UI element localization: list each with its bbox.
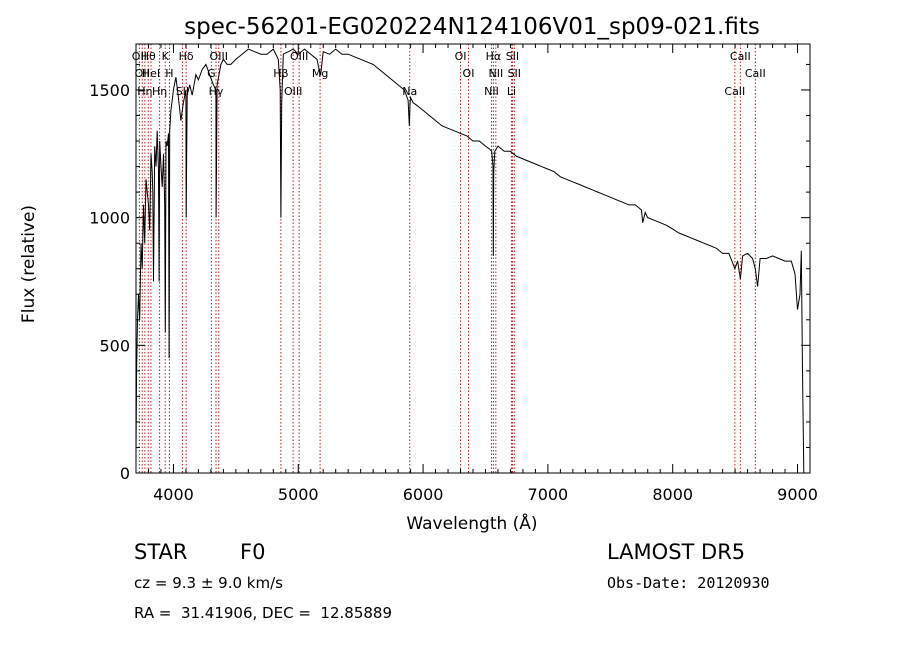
line-label: OI (463, 67, 475, 80)
line-label: SII (508, 67, 521, 80)
x-axis-label: Wavelength (Å) (406, 512, 537, 534)
y-axis-label: Flux (relative) (19, 205, 39, 323)
line-label: Hδ (179, 50, 194, 63)
x-tick-label: 7000 (528, 485, 569, 504)
line-label: OIII (290, 50, 308, 63)
coordinates: RA = 31.41906, DEC = 12.85889 (134, 604, 393, 622)
line-label: Hα (486, 50, 502, 63)
line-label: G (207, 67, 216, 80)
object-class: STAR (134, 540, 188, 564)
line-label: OII (135, 67, 150, 80)
line-label: CaII (724, 85, 745, 98)
y-axis: 0 500 1000 1500 (89, 63, 810, 483)
line-label: HeI (142, 67, 160, 80)
x-tick-label: 5000 (278, 485, 319, 504)
line-label: H (165, 67, 173, 80)
spectral-line-markers (138, 44, 756, 473)
line-label: K (162, 50, 170, 63)
x-axis: 4000 5000 6000 7000 8000 9000 (147, 44, 818, 504)
line-label: NII (488, 67, 503, 80)
plot-frame (135, 43, 811, 474)
x-tick-label: 4000 (153, 485, 194, 504)
line-label: Hη (137, 85, 152, 98)
redshift-info: cz = 9.3 ± 9.0 km/s (134, 574, 283, 592)
y-tick-label: 0 (120, 464, 130, 483)
x-tick-label: 6000 (403, 485, 444, 504)
observation-date: Obs-Date: 20120930 (607, 574, 770, 592)
chart-title: spec-56201-EG020224N124106V01_sp09-021.f… (184, 14, 760, 40)
line-label: Hθ (141, 50, 156, 63)
line-label: CaII (730, 50, 751, 63)
y-tick-label: 1500 (89, 81, 130, 100)
line-label: Li (507, 85, 516, 98)
line-label: Hβ (273, 67, 288, 80)
object-subclass: F0 (240, 540, 266, 564)
line-label: CaII (745, 67, 766, 80)
spectral-line-labels: OIIOIIHηHθHeIHηKHSIIHδGHγOIIIHβOIIIOIIIM… (132, 50, 766, 98)
line-label: OI (455, 50, 467, 63)
line-label: SII (506, 50, 519, 63)
y-tick-label: 500 (99, 336, 130, 355)
line-label: Hη (152, 85, 167, 98)
line-label: OIII (284, 85, 302, 98)
x-tick-label: 8000 (652, 485, 693, 504)
spectrum-line (135, 48, 805, 474)
y-tick-label: 1000 (89, 209, 130, 228)
x-tick-label: 9000 (777, 485, 818, 504)
line-label: NII (484, 85, 499, 98)
survey-name: LAMOST DR5 (607, 540, 746, 564)
